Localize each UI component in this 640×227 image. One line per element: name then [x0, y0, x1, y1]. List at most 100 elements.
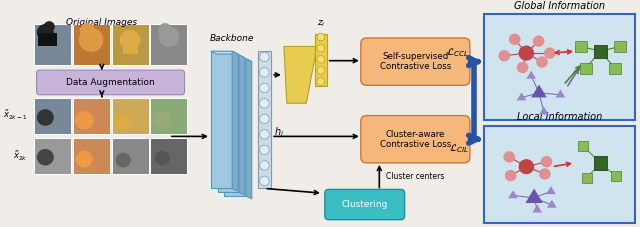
Bar: [575, 41, 587, 52]
Bar: [72, 24, 109, 65]
Circle shape: [79, 29, 103, 51]
FancyBboxPatch shape: [324, 189, 404, 220]
Text: Local Information: Local Information: [517, 112, 603, 122]
Polygon shape: [546, 186, 556, 194]
Bar: [34, 24, 70, 65]
Text: Cluster-aware
Contrastive Loss: Cluster-aware Contrastive Loss: [380, 130, 451, 149]
FancyBboxPatch shape: [361, 38, 470, 85]
Bar: [609, 63, 621, 74]
Bar: [72, 98, 109, 133]
Circle shape: [532, 35, 545, 47]
Bar: [150, 98, 188, 133]
Polygon shape: [284, 47, 317, 103]
Text: $\mathcal{L}_{CIL}$: $\mathcal{L}_{CIL}$: [449, 142, 469, 155]
FancyBboxPatch shape: [484, 14, 636, 120]
Polygon shape: [525, 189, 543, 203]
Bar: [111, 138, 148, 174]
Circle shape: [38, 110, 53, 125]
Circle shape: [159, 24, 171, 35]
Circle shape: [76, 112, 93, 129]
Bar: [150, 24, 188, 65]
Bar: [150, 138, 188, 174]
Text: MLP: MLP: [296, 65, 305, 85]
Polygon shape: [526, 71, 536, 79]
Circle shape: [518, 46, 534, 61]
Circle shape: [260, 99, 269, 108]
Polygon shape: [516, 92, 526, 100]
Text: $z_i$: $z_i$: [317, 18, 325, 29]
FancyBboxPatch shape: [361, 116, 470, 163]
Circle shape: [76, 152, 92, 167]
Polygon shape: [246, 59, 252, 199]
FancyBboxPatch shape: [36, 70, 184, 95]
Bar: [578, 141, 588, 151]
Bar: [111, 98, 148, 133]
Text: $h_i$: $h_i$: [274, 125, 284, 138]
Bar: [111, 24, 148, 65]
Circle shape: [260, 114, 269, 124]
Text: Cluster centers: Cluster centers: [386, 172, 445, 181]
Polygon shape: [218, 55, 245, 58]
Text: Backbone: Backbone: [210, 34, 255, 43]
Bar: [34, 138, 70, 174]
Bar: [124, 40, 138, 54]
Circle shape: [260, 68, 269, 77]
Circle shape: [516, 62, 529, 73]
Text: Global Information: Global Information: [515, 0, 605, 10]
Bar: [257, 51, 271, 188]
Bar: [72, 24, 109, 65]
Circle shape: [159, 27, 179, 47]
Circle shape: [116, 153, 130, 167]
Bar: [614, 41, 626, 52]
Circle shape: [38, 25, 53, 40]
Circle shape: [38, 150, 53, 165]
Bar: [111, 24, 148, 65]
Circle shape: [260, 176, 269, 186]
Circle shape: [260, 161, 269, 170]
Text: $\mathcal{L}_{CCL}$: $\mathcal{L}_{CCL}$: [446, 46, 469, 59]
Bar: [593, 44, 607, 58]
Circle shape: [115, 115, 131, 130]
Circle shape: [260, 130, 269, 139]
Polygon shape: [211, 51, 238, 54]
Bar: [315, 34, 327, 86]
Circle shape: [260, 52, 269, 62]
Circle shape: [539, 168, 551, 180]
Circle shape: [156, 152, 169, 165]
Circle shape: [260, 83, 269, 93]
Circle shape: [81, 24, 94, 37]
Circle shape: [317, 44, 324, 52]
Polygon shape: [225, 59, 252, 62]
Circle shape: [260, 145, 269, 155]
Circle shape: [317, 33, 324, 41]
Bar: [150, 24, 188, 65]
Bar: [580, 63, 591, 74]
Circle shape: [518, 159, 534, 174]
Polygon shape: [556, 89, 565, 98]
Polygon shape: [508, 190, 518, 198]
Polygon shape: [239, 55, 245, 195]
Bar: [72, 138, 109, 174]
Circle shape: [503, 151, 515, 163]
Text: Self-supervised
Contrastive Loss: Self-supervised Contrastive Loss: [380, 52, 451, 71]
Polygon shape: [232, 51, 238, 191]
Polygon shape: [547, 200, 557, 208]
Circle shape: [499, 50, 510, 62]
Bar: [611, 171, 621, 181]
FancyBboxPatch shape: [218, 55, 239, 192]
Bar: [34, 24, 70, 65]
Circle shape: [317, 55, 324, 63]
FancyBboxPatch shape: [484, 126, 636, 222]
Circle shape: [120, 30, 140, 49]
Circle shape: [317, 78, 324, 85]
Text: Data Augmentation: Data Augmentation: [66, 78, 155, 87]
Circle shape: [509, 34, 520, 45]
FancyBboxPatch shape: [225, 59, 246, 196]
Circle shape: [505, 170, 516, 181]
Circle shape: [536, 56, 548, 68]
Bar: [38, 33, 57, 47]
Circle shape: [544, 47, 556, 59]
Bar: [593, 156, 607, 170]
Text: $\tilde{x}_{2k-1}$: $\tilde{x}_{2k-1}$: [3, 109, 28, 122]
Circle shape: [44, 22, 54, 31]
